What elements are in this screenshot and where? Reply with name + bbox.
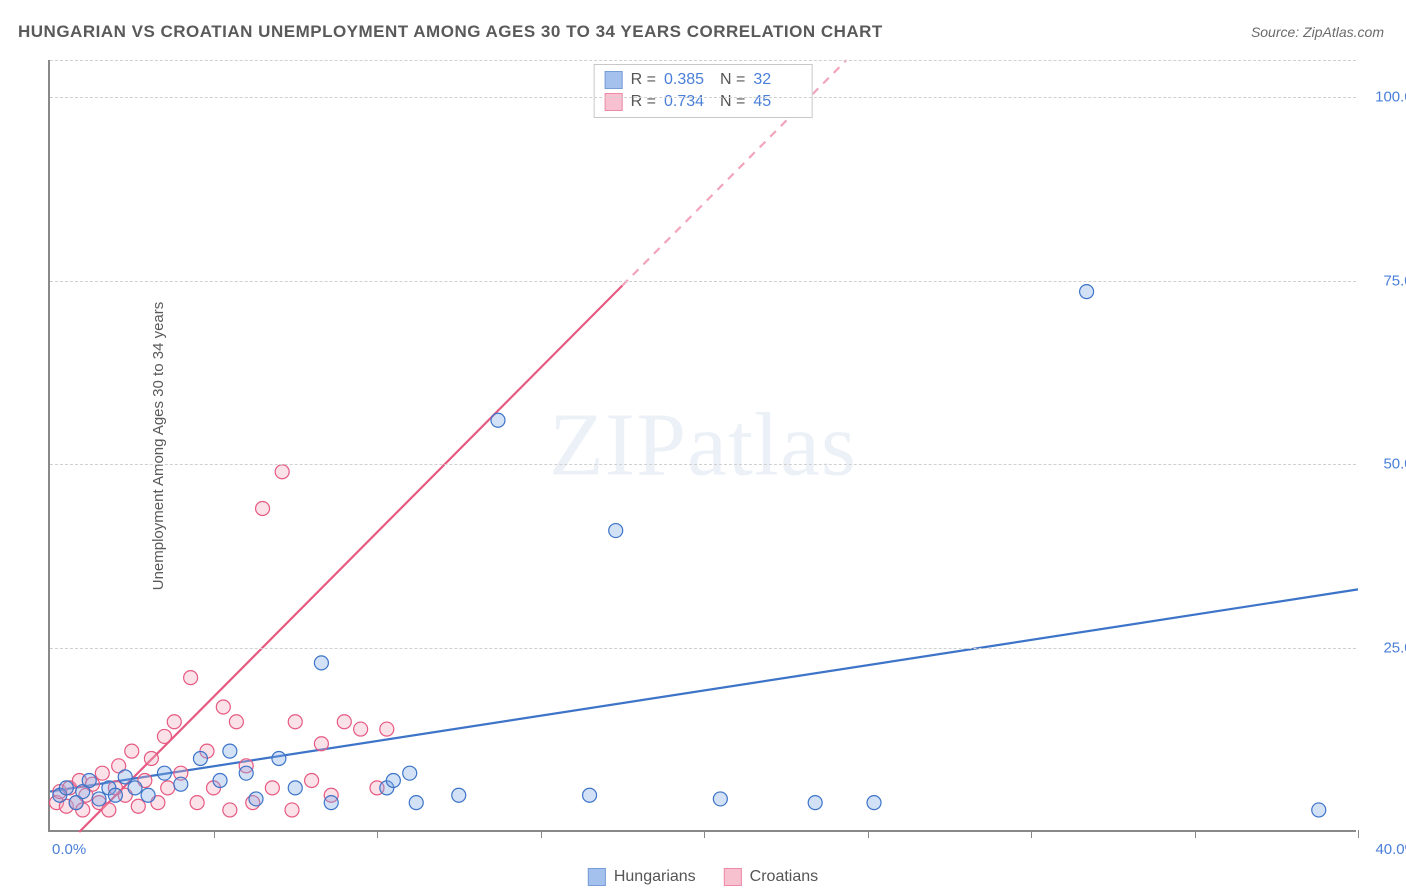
data-point — [256, 501, 270, 515]
y-tick-label: 25.0% — [1366, 640, 1406, 657]
data-point — [193, 751, 207, 765]
legend-label-croatians: Croatians — [750, 868, 818, 886]
n-label: N = — [720, 71, 745, 89]
data-point — [213, 774, 227, 788]
stats-row-croatians: R = 0.734 N = 45 — [605, 91, 802, 113]
swatch-hungarians — [588, 868, 606, 886]
r-label: R = — [631, 93, 656, 111]
data-point — [305, 774, 319, 788]
r-label: R = — [631, 71, 656, 89]
data-point — [118, 770, 132, 784]
data-point — [239, 766, 253, 780]
data-point — [190, 796, 204, 810]
data-point — [95, 766, 109, 780]
data-point — [288, 715, 302, 729]
r-value-croatians: 0.734 — [664, 93, 712, 111]
data-point — [125, 744, 139, 758]
data-point — [354, 722, 368, 736]
data-point — [141, 788, 155, 802]
data-point — [92, 792, 106, 806]
data-point — [223, 803, 237, 817]
data-point — [609, 524, 623, 538]
data-point — [491, 413, 505, 427]
data-point — [167, 715, 181, 729]
data-point — [275, 465, 289, 479]
legend-label-hungarians: Hungarians — [614, 868, 696, 886]
source-attribution: Source: ZipAtlas.com — [1251, 24, 1384, 40]
chart-title: HUNGARIAN VS CROATIAN UNEMPLOYMENT AMONG… — [18, 22, 883, 42]
data-point — [288, 781, 302, 795]
y-tick-label: 75.0% — [1366, 272, 1406, 289]
y-tick-label: 50.0% — [1366, 456, 1406, 473]
data-point — [157, 729, 171, 743]
data-point — [128, 781, 142, 795]
data-point — [102, 803, 116, 817]
data-point — [808, 796, 822, 810]
legend: Hungarians Croatians — [588, 868, 818, 886]
x-tick — [868, 830, 869, 838]
data-point — [216, 700, 230, 714]
data-point — [409, 796, 423, 810]
data-point — [82, 774, 96, 788]
swatch-hungarians — [605, 71, 623, 89]
x-tick — [704, 830, 705, 838]
data-point — [314, 737, 328, 751]
data-point — [161, 781, 175, 795]
gridline — [50, 648, 1356, 649]
x-axis-max-label: 40.0% — [1358, 841, 1406, 858]
r-value-hungarians: 0.385 — [664, 71, 712, 89]
data-point — [249, 792, 263, 806]
correlation-stats-box: R = 0.385 N = 32 R = 0.734 N = 45 — [594, 64, 813, 118]
data-point — [184, 671, 198, 685]
gridline — [50, 281, 1356, 282]
data-point — [867, 796, 881, 810]
data-point — [403, 766, 417, 780]
data-point — [1080, 285, 1094, 299]
y-tick-label: 100.0% — [1366, 88, 1406, 105]
data-point — [108, 788, 122, 802]
data-point — [272, 751, 286, 765]
data-point — [229, 715, 243, 729]
data-point — [59, 781, 73, 795]
data-point — [713, 792, 727, 806]
legend-item-croatians: Croatians — [724, 868, 818, 886]
data-point — [452, 788, 466, 802]
n-label: N = — [720, 93, 745, 111]
data-point — [144, 751, 158, 765]
data-point — [583, 788, 597, 802]
data-point — [174, 777, 188, 791]
chart-svg — [50, 60, 1356, 830]
gridline — [50, 464, 1356, 465]
data-point — [324, 796, 338, 810]
data-point — [380, 722, 394, 736]
x-tick — [1358, 830, 1359, 838]
data-point — [131, 799, 145, 813]
data-point — [265, 781, 279, 795]
data-point — [386, 774, 400, 788]
data-point — [223, 744, 237, 758]
swatch-croatians — [605, 93, 623, 111]
gridline — [50, 97, 1356, 98]
data-point — [157, 766, 171, 780]
x-tick — [214, 830, 215, 838]
swatch-croatians — [724, 868, 742, 886]
data-point — [337, 715, 351, 729]
stats-row-hungarians: R = 0.385 N = 32 — [605, 69, 802, 91]
n-value-croatians: 45 — [753, 93, 801, 111]
x-tick — [541, 830, 542, 838]
legend-item-hungarians: Hungarians — [588, 868, 696, 886]
x-tick — [377, 830, 378, 838]
x-axis-min-label: 0.0% — [52, 841, 86, 858]
data-point — [1312, 803, 1326, 817]
data-point — [285, 803, 299, 817]
x-tick — [1195, 830, 1196, 838]
gridline — [50, 60, 1356, 61]
n-value-hungarians: 32 — [753, 71, 801, 89]
x-tick — [1031, 830, 1032, 838]
data-point — [314, 656, 328, 670]
plot-area: ZIPatlas R = 0.385 N = 32 R = 0.734 N = … — [48, 60, 1356, 832]
